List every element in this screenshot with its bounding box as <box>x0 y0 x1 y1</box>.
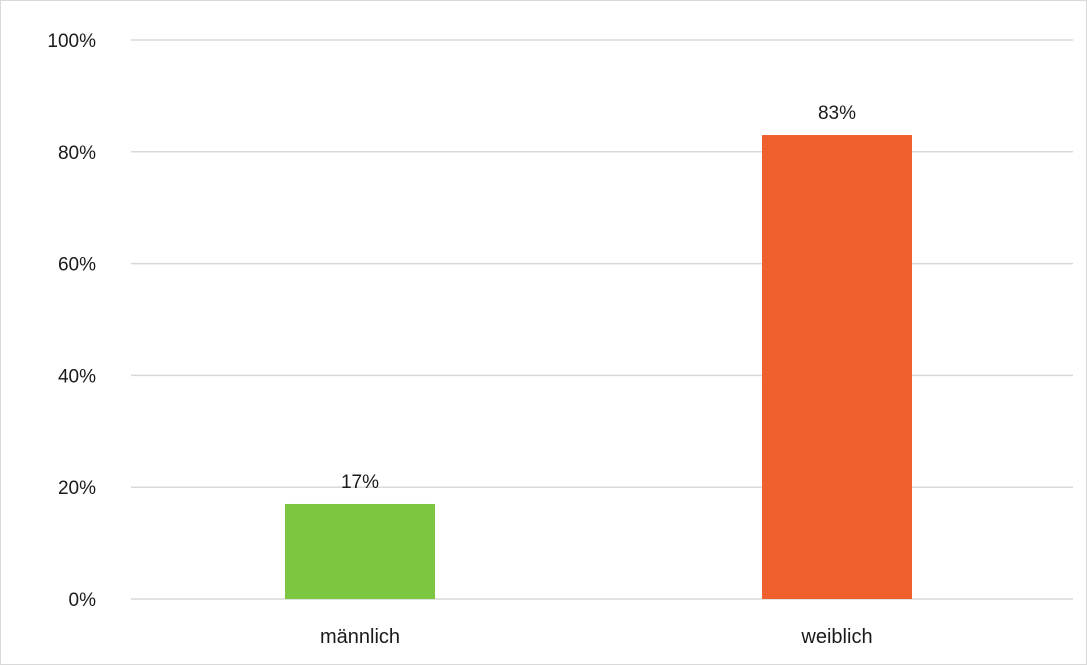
x-category-label: weiblich <box>800 626 872 648</box>
x-axis-category-labels: männlich weiblich <box>320 626 873 648</box>
gridlines <box>131 39 1073 600</box>
y-axis-tick-labels: 0% 20% 40% 60% 80% 100% <box>47 31 96 611</box>
y-tick-label: 0% <box>69 590 97 611</box>
data-label: 17% <box>341 472 379 493</box>
bars <box>285 135 912 599</box>
y-tick-label: 60% <box>58 255 96 276</box>
x-category-label: männlich <box>320 626 400 648</box>
y-tick-label: 20% <box>58 478 96 499</box>
y-tick-label: 80% <box>58 143 96 164</box>
y-tick-label: 40% <box>58 366 96 387</box>
data-labels: 17% 83% <box>341 103 856 493</box>
bar-männlich <box>285 503 435 599</box>
data-label: 83% <box>818 103 856 124</box>
y-tick-label: 100% <box>47 31 96 52</box>
bar-weiblich <box>762 135 912 599</box>
